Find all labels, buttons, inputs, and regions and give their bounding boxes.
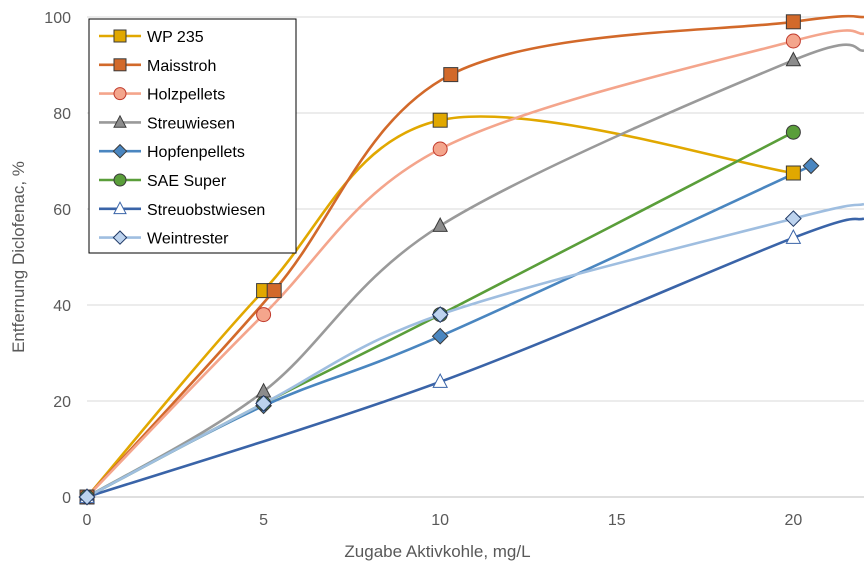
- legend-item: SAE Super: [99, 173, 227, 190]
- data-point: [785, 124, 801, 140]
- series-streuobstwiesen: [86, 217, 864, 499]
- legend-marker: [112, 143, 128, 159]
- data-point: [256, 307, 272, 323]
- legend-label: Weintrester: [147, 231, 229, 248]
- data-point: [784, 210, 802, 228]
- legend-item: Streuwiesen: [99, 114, 235, 132]
- data-point: [432, 112, 448, 128]
- data-point: [785, 165, 801, 181]
- legend-label: Streuwiesen: [147, 115, 235, 132]
- legend-label: Hopfenpellets: [147, 144, 245, 161]
- data-point: [255, 394, 272, 412]
- y-tick-label: 100: [44, 10, 71, 27]
- legend: WP 235 Maisstroh Holzpellets Streuwiesen Hop…: [88, 18, 297, 254]
- y-tick-label: 60: [53, 202, 71, 219]
- legend-label: Maisstroh: [147, 58, 216, 75]
- plot-area: [78, 14, 864, 506]
- legend-marker: [113, 29, 127, 43]
- data-point: [432, 141, 448, 157]
- legend-item: WP 235: [99, 29, 204, 46]
- legend-item: Weintrester: [99, 230, 229, 248]
- y-tick-label: 40: [53, 298, 71, 315]
- x-tick-label: 15: [608, 512, 626, 529]
- series-markers: [79, 14, 801, 505]
- legend-marker: [113, 201, 127, 215]
- legend-marker: [113, 58, 127, 72]
- legend-label: Streuobstwiesen: [147, 202, 265, 219]
- data-point: [432, 373, 449, 388]
- legend-marker: [113, 114, 127, 128]
- legend-marker: [113, 87, 127, 101]
- y-tick-label: 80: [53, 106, 71, 123]
- legend-label: Holzpellets: [147, 87, 225, 104]
- x-tick-label: 5: [259, 512, 268, 529]
- y-tick-label: 20: [53, 394, 71, 411]
- legend-item: Holzpellets: [99, 87, 225, 104]
- legend-item: Maisstroh: [99, 58, 216, 75]
- data-point: [802, 157, 820, 175]
- legend-label: WP 235: [147, 29, 204, 46]
- data-point: [785, 14, 801, 30]
- x-tick-label: 20: [784, 512, 802, 529]
- data-point: [785, 229, 802, 244]
- y-tick-label: 0: [62, 490, 71, 507]
- legend-label: SAE Super: [147, 173, 227, 190]
- x-axis-title: Zugabe Aktivkohle, mg/L: [344, 542, 530, 561]
- data-point: [78, 488, 96, 506]
- legend-item: Streuobstwiesen: [99, 201, 265, 219]
- data-point: [432, 217, 449, 232]
- series-line: [86, 115, 794, 498]
- series-markers: [79, 229, 802, 504]
- series-markers: [78, 210, 802, 506]
- x-tick-label: 0: [83, 512, 92, 529]
- tick-labels: 0 20 40 60 80 100 0 5 10 15 20: [44, 10, 802, 529]
- x-tick-label: 10: [431, 512, 449, 529]
- data-point: [785, 33, 801, 49]
- legend-item: Hopfenpellets: [99, 143, 245, 161]
- series-line: [86, 217, 864, 499]
- y-axis-title: Entfernung Diclofenac, %: [9, 161, 28, 353]
- data-point: [785, 51, 802, 67]
- data-point: [431, 327, 449, 345]
- data-point: [443, 67, 459, 83]
- legend-marker: [113, 173, 127, 187]
- series-wp-235: [86, 115, 794, 498]
- data-point: [266, 283, 282, 299]
- legend-marker: [112, 230, 128, 245]
- data-point: [431, 306, 449, 324]
